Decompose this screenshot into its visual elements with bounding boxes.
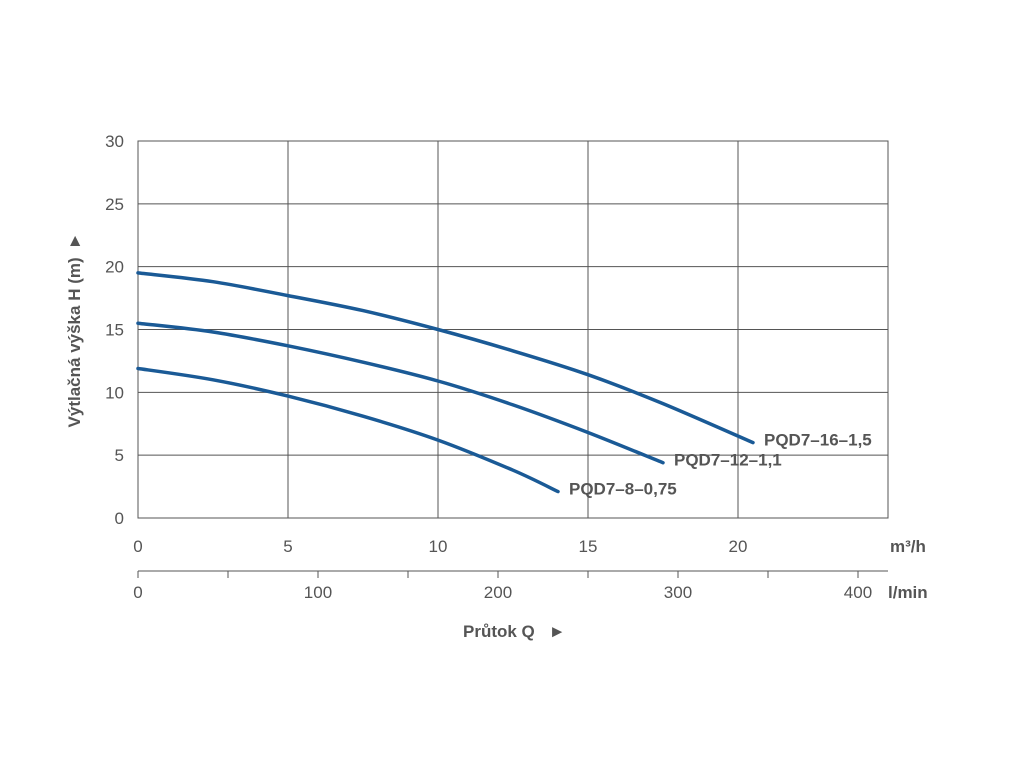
curves: [136, 271, 755, 494]
x2-tick-label: 400: [844, 583, 872, 602]
series-label-3: PQD7–8–0,75: [569, 480, 677, 499]
x-tick-label: 15: [579, 537, 598, 556]
y-axis-title: Výtlačná výška H (m)►: [65, 233, 84, 428]
x-tick-label: 5: [283, 537, 292, 556]
y-tick-label: 5: [115, 446, 124, 465]
y-tick-label: 25: [105, 195, 124, 214]
x-tick-label: 0: [133, 537, 142, 556]
y-tick-label: 10: [105, 383, 124, 402]
series-line-3: [136, 366, 560, 494]
y-tick-label: 20: [105, 258, 124, 277]
x-tick-label: 20: [729, 537, 748, 556]
x-axis-arrow: ►: [549, 622, 566, 641]
y-tick-label: 15: [105, 321, 124, 340]
x-tick-label: 10: [429, 537, 448, 556]
series-line-1: [136, 271, 755, 445]
x2-tick-label: 100: [304, 583, 332, 602]
x-unit-label: m³/h: [890, 537, 926, 556]
series-line-2: [136, 321, 665, 465]
x2-tick-label: 300: [664, 583, 692, 602]
series-label-2: PQD7–12–1,1: [674, 451, 782, 470]
series-label-1: PQD7–16–1,5: [764, 431, 872, 450]
grid: [137, 140, 889, 578]
x2-tick-label: 200: [484, 583, 512, 602]
y-axis-arrow: ►: [65, 233, 84, 250]
x2-unit-label: l/min: [888, 583, 928, 602]
y-tick-label: 30: [105, 132, 124, 151]
x2-tick-label: 0: [133, 583, 142, 602]
y-tick-label: 0: [115, 509, 124, 528]
x-axis-title: Průtok Q ►: [463, 622, 566, 641]
